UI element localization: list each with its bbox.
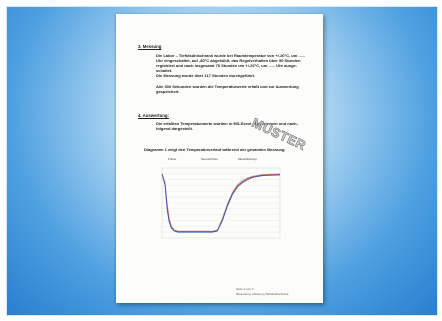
section-3-line-7: Alle 300 Sekunden wurden die Temperaturw… bbox=[156, 84, 299, 89]
section-4-line-2: folgend dargestellt. bbox=[156, 126, 193, 131]
section-4-line-1: Die erfaßten Temperaturwerte wurden in M… bbox=[156, 121, 298, 126]
series-line bbox=[161, 173, 281, 233]
footer-page: Seite 2 von 2 bbox=[236, 287, 254, 291]
legend-item-2: Sensorfühler bbox=[201, 157, 219, 161]
chart-gridlines bbox=[162, 173, 280, 233]
legend-item-1: Fühler bbox=[168, 157, 177, 161]
section-3-line-4: schaltet. bbox=[156, 68, 173, 73]
section-3-line-1: Die Labor – Tiefstkühlschrank wurde bei … bbox=[156, 53, 306, 58]
chart-series bbox=[161, 173, 281, 233]
section-3-heading: 3. Messung bbox=[138, 44, 162, 49]
section-3-line-3: registriert und nach insgesamt 75 Stunde… bbox=[156, 63, 298, 68]
plot-area bbox=[161, 167, 281, 239]
section-3-line-8: gespeichert. bbox=[156, 89, 180, 94]
legend-item-3: Messfühlertop bbox=[238, 157, 257, 161]
temperature-chart bbox=[161, 167, 281, 239]
section-3-line-2: Uhr eingeschaltet, auf -80°C abgekühlt, … bbox=[156, 58, 301, 63]
section-3-line-5: Die Messung wurde über 117 Stunden durch… bbox=[156, 73, 256, 78]
footer-reference: Raumtemp. Messung Tiefstkühlschrank bbox=[236, 292, 289, 296]
document-page: 3. Messung Die Labor – Tiefstkühlschrank… bbox=[116, 14, 323, 303]
diagram-caption: Diagramm 1 zeigt den Temperaturverlauf w… bbox=[144, 147, 286, 152]
section-4-heading: 4. Auswertung: bbox=[138, 113, 169, 118]
